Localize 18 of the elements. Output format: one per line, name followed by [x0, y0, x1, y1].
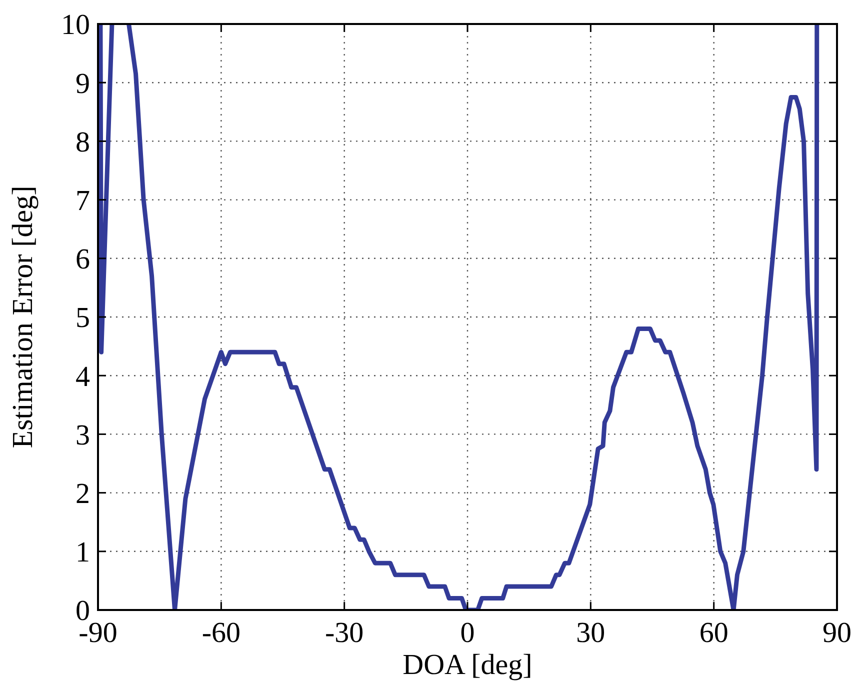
y-tick-label: 8 — [76, 126, 90, 158]
y-tick-label: 10 — [61, 9, 90, 42]
y-tick-label: 4 — [76, 360, 90, 393]
x-tick-label: 90 — [822, 617, 852, 649]
x-tick-label: 30 — [576, 617, 606, 649]
x-tick-label: 60 — [699, 617, 728, 649]
y-tick-label: 2 — [76, 478, 90, 510]
y-tick-label: 6 — [76, 244, 90, 276]
y-tick-label: 7 — [76, 184, 90, 217]
x-tick-label: -30 — [324, 617, 364, 649]
y-tick-label: 5 — [76, 302, 90, 334]
x-axis-title: DOA [deg] — [402, 649, 532, 681]
x-tick-label: 0 — [460, 617, 475, 649]
y-tick-label: 9 — [76, 68, 90, 100]
y-axis-title: Estimation Error [deg] — [7, 186, 39, 448]
y-tick-label: 1 — [76, 536, 90, 569]
y-tick-label: 3 — [76, 419, 90, 452]
x-tick-label: -60 — [202, 617, 241, 649]
